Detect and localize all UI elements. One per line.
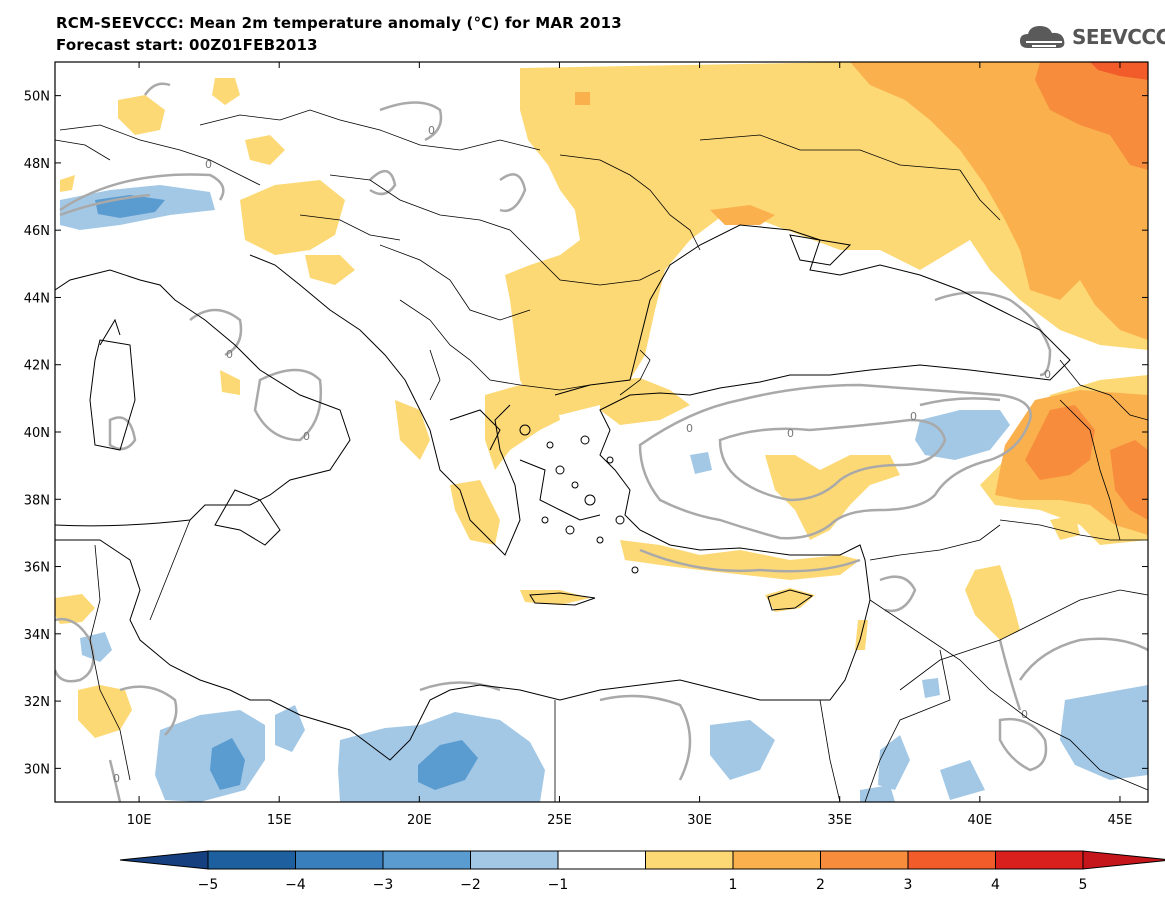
- contour-label: 0: [428, 124, 435, 137]
- lat-tick-label: 48N: [24, 157, 50, 172]
- map-title: RCM-SEEVCCC: Mean 2m temperature anomaly…: [56, 14, 622, 32]
- lon-tick-label: 20E: [407, 813, 432, 828]
- lat-tick-label: 40N: [24, 426, 50, 441]
- colorbar-label: 3: [904, 877, 913, 893]
- colorbar-segment: [645, 850, 734, 870]
- colorbar-under-triangle: [119, 850, 209, 870]
- lon-tick-label: 30E: [687, 813, 712, 828]
- colorbar-segment: [470, 850, 559, 870]
- colorbar-segment: [995, 850, 1084, 870]
- colorbar-label: −1: [548, 877, 569, 893]
- lon-tick-label: 15E: [267, 813, 292, 828]
- colorbar-label: −5: [198, 877, 219, 893]
- lat-tick-label: 32N: [24, 695, 50, 710]
- colorbar-label: −3: [373, 877, 394, 893]
- lat-tick-label: 42N: [24, 359, 50, 374]
- contour-label: 0: [910, 410, 917, 423]
- colorbar-segment: [820, 850, 909, 870]
- anomaly-3-4: [1025, 62, 1148, 520]
- country-borders: [55, 109, 1148, 802]
- colorbar-label: 5: [1079, 877, 1088, 893]
- lat-tick-label: 44N: [24, 291, 50, 306]
- lon-tick-label: 35E: [827, 813, 852, 828]
- contour-label: 0: [1021, 708, 1028, 721]
- contour-label: 0: [1044, 368, 1051, 381]
- colorbar: −5 −4 −3 −2 −1 1 2 3 4 5: [119, 850, 1165, 893]
- colorbar-segment: [732, 850, 821, 870]
- contour-label: 0: [686, 422, 693, 435]
- lon-tick-label: 10E: [127, 813, 152, 828]
- contour-label: 0: [226, 348, 233, 361]
- seevccc-logo: SEEVCCC: [1018, 22, 1165, 52]
- colorbar-over-triangle: [1082, 850, 1165, 870]
- map-field: 0 0 0 0 0 0 0 0 0 0: [55, 62, 1148, 802]
- zero-contours: [55, 82, 1148, 802]
- contour-label: 0: [303, 430, 310, 443]
- lat-tick-label: 50N: [24, 90, 50, 105]
- lat-tick-label: 46N: [24, 224, 50, 239]
- lat-tick-label: 38N: [24, 493, 50, 508]
- colorbar-label: 2: [816, 877, 825, 893]
- lon-tick-label: 45E: [1108, 813, 1133, 828]
- contour-labels: 0 0 0 0 0 0 0 0 0 0: [113, 124, 1051, 785]
- axis-ticks: 50N 48N 46N 44N 42N 40N 38N 36N 34N 32N 30N 10E 15E 2…: [24, 62, 1148, 828]
- lat-tick-label: 36N: [24, 561, 50, 576]
- colorbar-segment: [557, 850, 646, 870]
- colorbar-label: 1: [729, 877, 738, 893]
- lat-tick-label: 30N: [24, 762, 50, 777]
- colorbar-segment: [295, 850, 384, 870]
- contour-label: 0: [113, 772, 120, 785]
- cloud-icon: [1020, 26, 1065, 48]
- contour-label: 0: [205, 158, 212, 171]
- colorbar-segment: [907, 850, 996, 870]
- colorbar-segment: [382, 850, 471, 870]
- contour-label: 0: [787, 427, 794, 440]
- aegean-islands: [519, 424, 639, 574]
- lon-tick-label: 40E: [967, 813, 992, 828]
- colorbar-label: −2: [460, 877, 481, 893]
- colorbar-label: 4: [991, 877, 1000, 893]
- lon-tick-label: 25E: [547, 813, 572, 828]
- anomaly-4-5: [1090, 62, 1148, 80]
- colorbar-label: −4: [285, 877, 306, 893]
- lat-tick-label: 34N: [24, 628, 50, 643]
- colorbar-segment: [207, 850, 296, 870]
- coastlines: [55, 224, 1071, 761]
- logo-text: SEEVCCC: [1072, 25, 1165, 49]
- forecast-start-label: Forecast start: 00Z01FEB2013: [56, 36, 318, 54]
